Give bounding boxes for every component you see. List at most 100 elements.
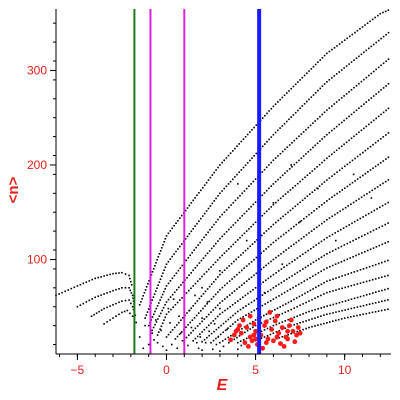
branch-1-point — [294, 111, 297, 114]
red-point — [247, 313, 253, 319]
branch-2-point — [300, 133, 303, 135]
branch-5-point — [359, 153, 361, 156]
branch-0-point — [138, 304, 141, 306]
branch-3-point — [350, 113, 353, 116]
branch-10-point — [343, 259, 346, 262]
branch-18-point — [95, 312, 98, 314]
branch-3-point — [162, 306, 165, 309]
branch-4-point — [158, 331, 160, 333]
branch-7-point — [371, 189, 374, 192]
branch-2-point — [169, 280, 172, 282]
branch-2-point — [348, 91, 350, 93]
branch-3-point — [237, 219, 239, 222]
branch-11-point — [359, 269, 362, 271]
branch-2-point — [250, 183, 252, 185]
branch-1-point — [306, 100, 308, 103]
branch-6-point — [374, 165, 377, 168]
branch-3-point — [333, 127, 336, 130]
branch-11-point — [246, 324, 249, 326]
branch-12-point — [272, 316, 275, 319]
branch-0-point — [240, 140, 243, 143]
branch-7-point — [379, 184, 382, 186]
branch-1-point — [326, 81, 328, 83]
branch-9-point — [208, 334, 210, 337]
branch-12-point — [329, 290, 331, 293]
branch-2-point — [189, 254, 191, 257]
scatter-point — [179, 332, 182, 334]
branch-17-point — [82, 302, 85, 305]
branch-4-point — [201, 275, 203, 278]
branch-3-point — [377, 91, 380, 93]
branch-3-point — [182, 281, 184, 284]
branch-12-point — [238, 335, 241, 337]
branch-4-point — [331, 153, 333, 156]
branch-0-point — [158, 253, 161, 255]
red-point — [238, 330, 244, 336]
branch-13-point — [338, 301, 341, 304]
branch-6-point — [272, 241, 275, 244]
branch-7-point — [277, 254, 280, 257]
branch-7-point — [328, 217, 331, 219]
branch-5-point — [169, 331, 172, 333]
branch-2-point — [159, 299, 161, 301]
branch-10-point — [349, 257, 351, 259]
branch-8-point — [381, 204, 384, 207]
branch-2-point — [279, 152, 282, 155]
branch-1-point — [310, 96, 313, 98]
branch-4-point — [234, 241, 237, 243]
branch-5-point — [387, 132, 390, 134]
branch-11-point — [227, 336, 229, 339]
red-point — [228, 337, 234, 343]
branch-5-point — [311, 191, 314, 193]
branch-5-point — [316, 187, 318, 189]
branch-1-point — [165, 263, 168, 265]
branch-4-point — [348, 139, 350, 142]
branch-3-point — [161, 309, 163, 312]
branch-7-point — [228, 294, 231, 296]
branch-7-point — [387, 179, 390, 181]
branch-6-point — [191, 319, 194, 321]
branch-10-point — [275, 296, 277, 299]
branch-1-point — [380, 37, 382, 40]
branch-0-point — [290, 87, 292, 90]
branch-16-point — [106, 274, 108, 276]
branch-17-point — [106, 292, 108, 294]
branch-3-point — [331, 129, 333, 132]
branch-8-point — [320, 240, 323, 243]
branch-2-point — [291, 142, 293, 144]
branch-2-point — [203, 236, 205, 239]
branch-9-point — [334, 248, 337, 251]
branch-3-point — [279, 176, 282, 179]
branch-15-point — [329, 321, 331, 323]
branch-4-point — [160, 325, 163, 327]
branch-2-point — [265, 166, 268, 169]
scatter-point — [181, 340, 184, 342]
branch-8-point — [277, 270, 280, 272]
branch-1-point — [286, 120, 288, 123]
branch-5-point — [261, 234, 263, 237]
scatter-point — [240, 344, 243, 347]
branch-11-point — [374, 263, 377, 266]
branch-19-point — [135, 321, 137, 324]
branch-7-point — [295, 241, 298, 244]
branch-9-point — [372, 229, 375, 232]
branch-8-point — [379, 206, 381, 209]
branch-13-point — [381, 289, 383, 292]
branch-10-point — [358, 253, 360, 256]
branch-8-point — [342, 227, 345, 229]
branch-2-point — [288, 144, 291, 146]
branch-0-point — [188, 204, 191, 207]
branch-4-point — [248, 228, 250, 230]
red-point — [287, 323, 292, 328]
branch-7-point — [300, 237, 303, 240]
branch-2-point — [263, 168, 266, 171]
branch-0-point — [341, 41, 343, 43]
branch-14-point — [260, 337, 263, 339]
branch-6-point — [310, 212, 313, 214]
branch-15-point — [340, 318, 343, 320]
branch-2-point — [387, 58, 390, 60]
branch-6-point — [253, 258, 255, 261]
branch-0-point — [382, 11, 384, 14]
branch-10-point — [253, 309, 255, 312]
branch-2-point — [321, 113, 323, 116]
